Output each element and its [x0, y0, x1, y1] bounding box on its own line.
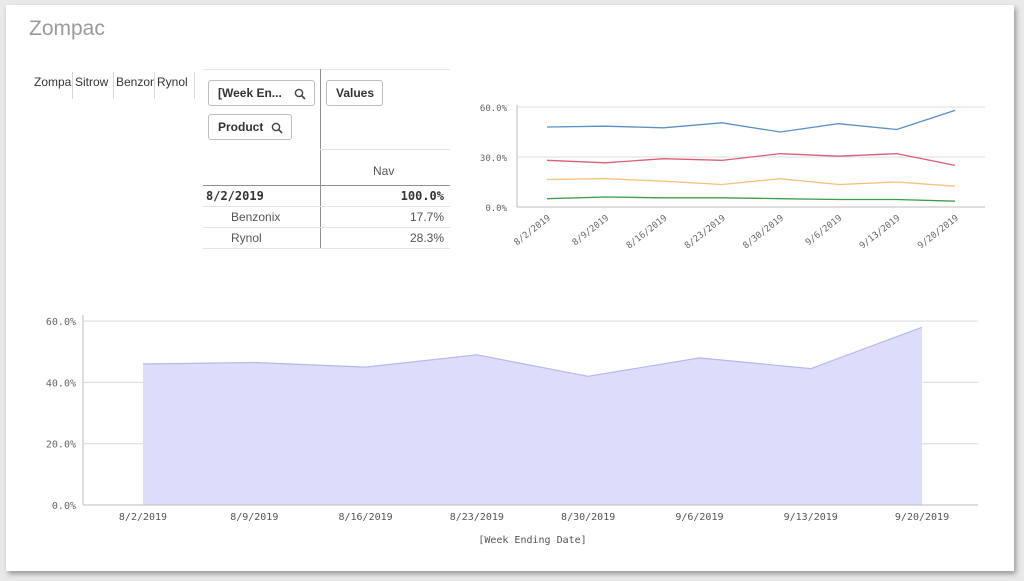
sheet-title: Zompac	[29, 17, 105, 40]
x-tick-label: 8/23/2019	[450, 512, 504, 523]
row-divider	[203, 206, 450, 207]
sheet-canvas: Zompac Zompac Sitrow Benzonix Rynol [Wee…	[6, 5, 1014, 571]
series-line-4	[546, 196, 956, 202]
y-tick-label: 30.0%	[480, 154, 508, 164]
header-bottom-border	[203, 185, 450, 186]
filter-pane: Zompac Sitrow Benzonix Rynol	[32, 72, 195, 102]
series-line-3	[546, 178, 956, 187]
pivot-table: [Week En... Product Values Nav 8/2/2019 …	[203, 69, 450, 249]
filter-tab-benzonix[interactable]: Benzonix	[114, 72, 155, 99]
series-line-1	[546, 109, 956, 133]
x-tick-label: 9/20/2019	[895, 512, 949, 523]
pivot-top-border	[203, 69, 450, 70]
x-tick-label: 9/13/2019	[858, 213, 903, 251]
area-chart[interactable]: 0.0% 20.0% 40.0% 60.0% 8/2/2019 8/9/2019 8/16/…	[20, 305, 1000, 555]
x-tick-label: 8/30/2019	[741, 213, 786, 251]
product-dimension-chip[interactable]: Product	[208, 114, 292, 140]
row-divider	[203, 248, 450, 249]
filter-tab-sitrow[interactable]: Sitrow	[73, 72, 114, 99]
row-benzonix-label[interactable]: Benzonix	[231, 210, 281, 224]
x-tick-label: 8/30/2019	[561, 512, 615, 523]
x-tick-label: 8/9/2019	[571, 213, 611, 248]
line-chart[interactable]: 0.0% 30.0% 60.0% 8/2/2019 8/9/2019 8/16/2019 8…	[465, 91, 995, 261]
x-tick-label: 8/16/2019	[338, 512, 392, 523]
x-tick-label: 9/20/2019	[916, 213, 961, 251]
filter-tab-rynol[interactable]: Rynol	[155, 72, 195, 99]
values-chip[interactable]: Values	[326, 80, 383, 106]
y-tick-label: 40.0%	[46, 378, 76, 389]
area-fill	[143, 327, 922, 505]
x-tick-label: 8/2/2019	[513, 213, 553, 248]
search-icon[interactable]	[294, 88, 306, 100]
x-tick-label: 8/16/2019	[625, 213, 670, 251]
row-benzonix-value: 17.7%	[409, 210, 444, 224]
week-ending-chip-label: [Week En...	[218, 86, 282, 100]
week-ending-dimension-chip[interactable]: [Week En...	[208, 80, 315, 106]
header-divider	[320, 149, 450, 150]
y-tick-label: 60.0%	[480, 104, 508, 114]
row-rynol-label[interactable]: Rynol	[231, 231, 262, 245]
row-total-label[interactable]: 8/2/2019	[206, 189, 264, 203]
y-tick-label: 20.0%	[46, 440, 76, 451]
x-tick-label: 8/2/2019	[119, 512, 167, 523]
row-rynol-value: 28.3%	[409, 231, 444, 245]
y-tick-label: 0.0%	[52, 501, 76, 512]
x-axis-title: [Week Ending Date]	[478, 535, 586, 546]
filter-tab-zompac[interactable]: Zompac	[32, 72, 73, 99]
measure-header-nav[interactable]: Nav	[373, 164, 395, 178]
x-tick-label: 9/13/2019	[784, 512, 838, 523]
x-tick-label: 9/6/2019	[804, 213, 844, 248]
row-divider	[203, 227, 450, 228]
row-total-value: 100.0%	[400, 189, 444, 203]
series-line-2	[546, 153, 956, 166]
x-tick-label: 8/9/2019	[230, 512, 278, 523]
search-icon[interactable]	[271, 122, 283, 134]
x-tick-label: 9/6/2019	[675, 512, 723, 523]
y-tick-label: 0.0%	[485, 204, 507, 214]
area-line	[142, 326, 923, 377]
product-chip-label: Product	[218, 120, 264, 134]
pivot-column-divider	[320, 69, 321, 249]
y-tick-label: 60.0%	[46, 317, 76, 328]
x-tick-label: 8/23/2019	[683, 213, 728, 251]
